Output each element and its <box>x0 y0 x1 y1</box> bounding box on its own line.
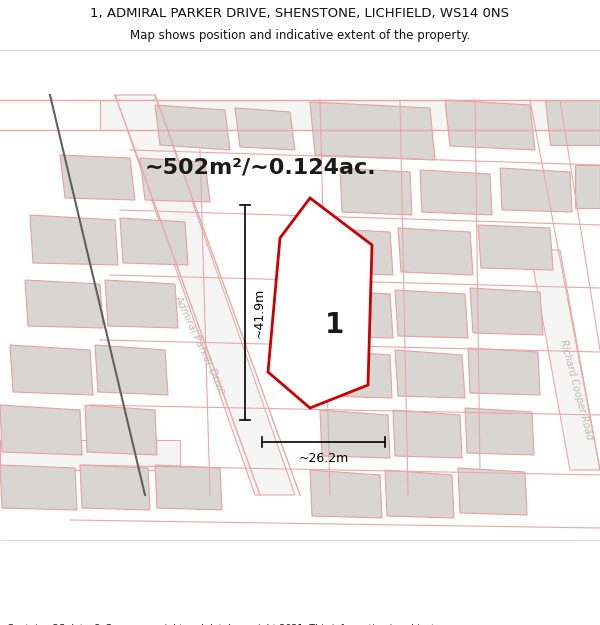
Polygon shape <box>10 345 93 395</box>
Text: Contains OS data © Crown copyright and database right 2021. This information is : Contains OS data © Crown copyright and d… <box>7 624 435 625</box>
Polygon shape <box>315 228 393 275</box>
Polygon shape <box>235 108 295 150</box>
Polygon shape <box>385 470 454 518</box>
Polygon shape <box>340 168 412 215</box>
Text: ~41.9m: ~41.9m <box>253 288 266 338</box>
Polygon shape <box>310 470 382 518</box>
Polygon shape <box>458 468 527 515</box>
Text: 1, ADMIRAL PARKER DRIVE, SHENSTONE, LICHFIELD, WS14 0NS: 1, ADMIRAL PARKER DRIVE, SHENSTONE, LICH… <box>91 8 509 21</box>
Polygon shape <box>0 405 82 455</box>
Polygon shape <box>393 410 462 458</box>
Polygon shape <box>80 465 150 510</box>
Polygon shape <box>395 350 465 398</box>
Polygon shape <box>445 100 535 150</box>
Polygon shape <box>140 158 210 202</box>
Polygon shape <box>85 405 157 455</box>
Polygon shape <box>320 290 393 338</box>
Polygon shape <box>155 105 230 150</box>
Polygon shape <box>25 280 103 328</box>
Polygon shape <box>120 218 188 265</box>
Polygon shape <box>530 250 600 470</box>
Polygon shape <box>545 100 600 145</box>
Polygon shape <box>320 350 392 398</box>
Polygon shape <box>30 215 118 265</box>
Polygon shape <box>115 95 295 495</box>
Polygon shape <box>0 465 77 510</box>
Polygon shape <box>100 100 600 130</box>
Polygon shape <box>60 155 135 200</box>
Polygon shape <box>500 168 572 212</box>
Polygon shape <box>310 102 435 160</box>
Polygon shape <box>95 345 168 395</box>
Polygon shape <box>420 170 492 215</box>
Text: Admiral Parker Drive: Admiral Parker Drive <box>173 294 227 396</box>
Polygon shape <box>468 348 540 395</box>
Text: Map shows position and indicative extent of the property.: Map shows position and indicative extent… <box>130 29 470 42</box>
Polygon shape <box>268 198 372 408</box>
Polygon shape <box>395 290 468 338</box>
Text: Richard Cooper Road: Richard Cooper Road <box>558 339 594 441</box>
Polygon shape <box>398 228 473 275</box>
Polygon shape <box>105 280 178 328</box>
Polygon shape <box>470 288 543 335</box>
Polygon shape <box>320 410 390 458</box>
Polygon shape <box>478 225 553 270</box>
Polygon shape <box>155 465 222 510</box>
Text: ~26.2m: ~26.2m <box>298 452 349 465</box>
Polygon shape <box>465 408 534 455</box>
Polygon shape <box>575 165 600 208</box>
Polygon shape <box>0 440 180 470</box>
Text: ~502m²/~0.124ac.: ~502m²/~0.124ac. <box>145 158 377 178</box>
Text: 1: 1 <box>325 311 344 339</box>
